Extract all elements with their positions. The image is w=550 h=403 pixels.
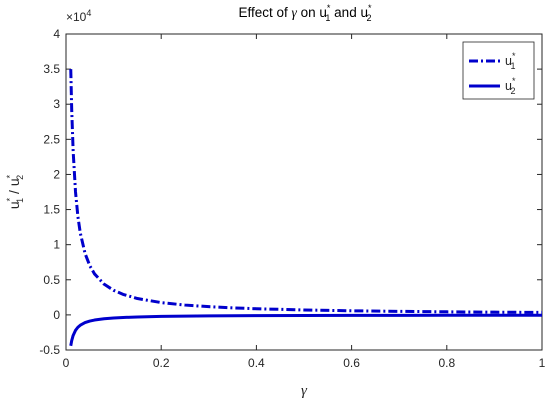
series-layer <box>69 69 543 347</box>
y-axis-exponent: ×104 <box>66 8 91 24</box>
y-tick-label: 1 <box>53 238 60 252</box>
x-tick-label: 0.8 <box>438 356 455 370</box>
legend: u* 1 u* 2 <box>462 41 535 100</box>
y-tick-label: 3.5 <box>43 62 60 76</box>
y-tick-label: 0.5 <box>43 273 60 287</box>
y-axis-label: u*1 / u*2 <box>5 174 25 209</box>
y-tick-label: 1.5 <box>43 203 60 217</box>
x-axis: 0 0.2 0.4 0.6 0.8 1 <box>63 34 546 370</box>
chart-title: Effect of γ on u* 1 and u* 2 <box>239 3 372 23</box>
y-tick-label: 0 <box>53 308 60 322</box>
legend-label-u2: u* 2 <box>505 76 516 96</box>
x-tick-label: 0.4 <box>248 356 265 370</box>
x-tick-label: 0.2 <box>153 356 170 370</box>
x-axis-label: γ <box>301 383 308 399</box>
legend-box <box>462 41 535 100</box>
x-tick-label: 0.6 <box>343 356 360 370</box>
x-tick-label: 1 <box>539 356 546 370</box>
y-tick-label: 4 <box>53 27 60 41</box>
legend-label-u1: u* 1 <box>505 51 516 71</box>
plot-area-frame <box>65 33 543 351</box>
y-tick-label: 3 <box>53 97 60 111</box>
y-tick-label: 2.5 <box>43 132 60 146</box>
x-tick-label: 0 <box>63 356 70 370</box>
y-tick-label: -0.5 <box>39 343 60 357</box>
y-tick-label: 2 <box>53 167 60 181</box>
y-axis: -0.5 0 0.5 1 1.5 2 2.5 3 3.5 4 <box>39 27 542 357</box>
series-line-2 <box>69 313 543 347</box>
series-line-1 <box>69 69 543 314</box>
y-axis-label-group: u*1 / u*2 <box>5 174 25 209</box>
